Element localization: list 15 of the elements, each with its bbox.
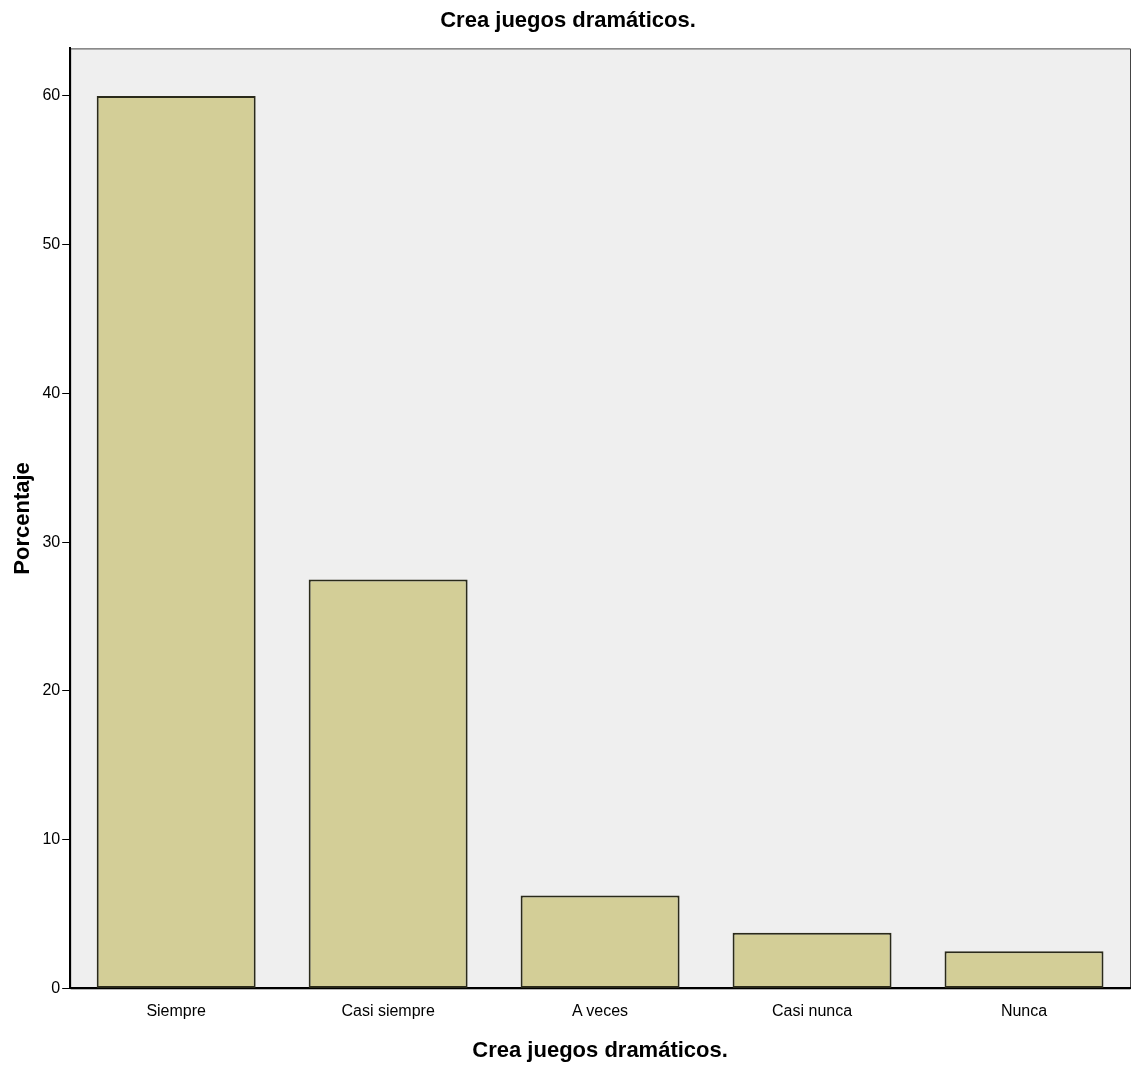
y-tick-label: 0 (51, 978, 61, 996)
chart-title: Crea juegos dramáticos. (440, 7, 696, 33)
x-axis-title: Crea juegos dramáticos. (472, 1036, 728, 1062)
y-tick-label: 60 (42, 86, 61, 104)
y-tick-label: 10 (42, 830, 61, 848)
x-tick-label: A veces (572, 1002, 629, 1020)
x-tick-label: Siempre (146, 1002, 207, 1020)
y-axis-title: Porcentaje (9, 462, 35, 575)
y-tick-label: 20 (42, 681, 61, 699)
y-tick-label: 50 (42, 235, 61, 253)
y-tick-label: 40 (42, 383, 61, 401)
x-tick-label: Casi nunca (772, 1002, 853, 1020)
x-tick-label: Nunca (1000, 1002, 1048, 1020)
y-tick-label: 30 (42, 532, 61, 550)
x-tick-label: Casi siempre (341, 1002, 435, 1020)
